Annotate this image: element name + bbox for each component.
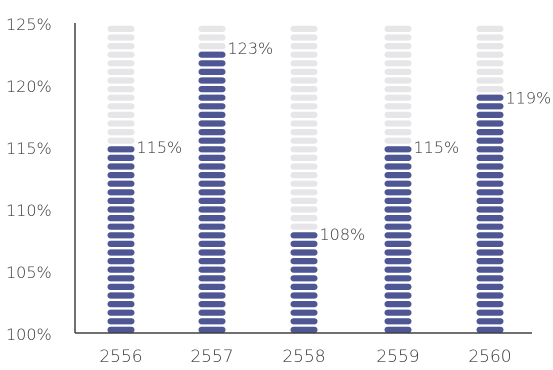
x-tick-label: 2556	[99, 347, 142, 365]
x-tick-labels: 2556 2557 2558 2559 2560	[99, 347, 511, 367]
y-tick-label: 125%	[6, 15, 52, 34]
x-tick-label: 2557	[190, 347, 233, 365]
bar	[107, 146, 135, 333]
data-label: 115%	[414, 138, 460, 157]
y-tick-label: 105%	[6, 263, 52, 282]
data-labels: 115% 123% 108% 115% 119%	[137, 39, 552, 244]
data-label: 115%	[137, 138, 183, 157]
y-tick-labels: 100% 105% 110% 115% 120% 125%	[6, 15, 52, 344]
bar	[476, 94, 504, 333]
bar	[198, 51, 226, 333]
bar-fill-layer	[107, 51, 504, 333]
data-label: 123%	[228, 39, 274, 58]
bar	[290, 232, 318, 333]
data-label: 108%	[320, 225, 366, 244]
y-tick-label: 110%	[6, 201, 52, 220]
y-tick-label: 115%	[6, 139, 52, 158]
y-tick-label: 100%	[6, 325, 52, 344]
bar	[384, 146, 412, 333]
data-label: 119%	[506, 88, 552, 107]
x-tick-label: 2559	[376, 347, 419, 365]
y-tick-label: 120%	[6, 77, 52, 96]
x-tick-label: 2558	[282, 347, 325, 365]
x-tick-label: 2560	[468, 347, 511, 365]
